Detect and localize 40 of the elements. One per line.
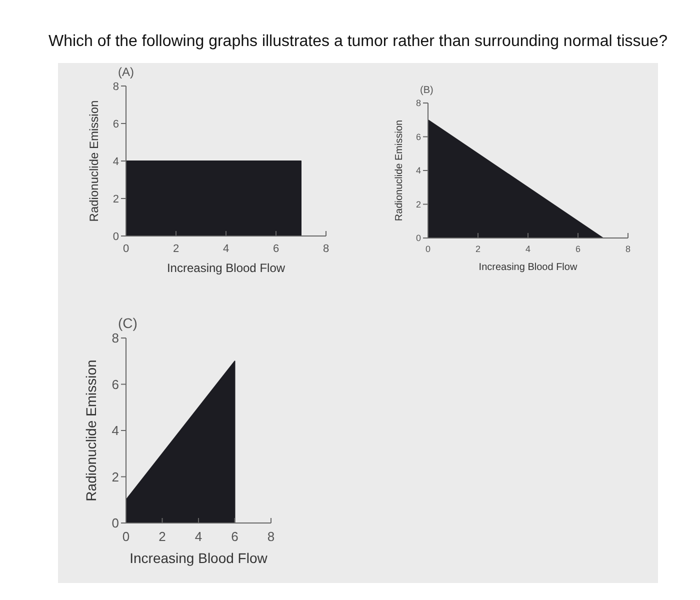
y-tick-label: 0 (112, 516, 119, 531)
y-tick-label: 0 (112, 230, 119, 243)
y-tick-label: 2 (112, 193, 119, 206)
x-tick-label: 6 (231, 529, 238, 544)
y-axis-title: Radionuclide Emission (83, 360, 99, 502)
y-tick-label: 6 (416, 132, 421, 142)
y-axis-title: Radionuclide Emission (87, 100, 101, 222)
y-tick-label: 8 (112, 330, 119, 346)
x-tick-label: 8 (322, 243, 330, 255)
x-tick-label: 8 (625, 244, 631, 254)
y-axis-title: Radionuclide Emission (394, 120, 405, 222)
x-tick-label: 4 (194, 529, 202, 544)
x-tick-label: 6 (272, 243, 280, 255)
y-tick-label: 0 (416, 233, 421, 244)
chart-title: (C) (118, 315, 138, 331)
x-tick-label: 4 (525, 244, 531, 254)
x-tick-label: 2 (475, 244, 481, 254)
x-tick-label: 6 (575, 244, 581, 254)
chart-title: (A) (118, 65, 134, 79)
x-tick-label: 0 (122, 529, 130, 544)
x-tick-label: 2 (172, 243, 180, 255)
y-tick-label: 4 (112, 423, 119, 438)
x-axis-title: Increasing Blood Flow (130, 550, 268, 566)
x-tick-label: 0 (122, 243, 130, 255)
x-tick-label: 4 (222, 243, 230, 255)
x-tick-label: 0 (425, 244, 431, 254)
x-axis-title: Increasing Blood Flow (166, 261, 286, 275)
y-tick-label: 8 (112, 80, 119, 93)
y-tick-label: 2 (416, 199, 421, 210)
y-tick-label: 6 (112, 118, 119, 130)
x-axis-title: Increasing Blood Flow (478, 262, 578, 273)
y-tick-label: 8 (416, 98, 421, 108)
y-tick-label: 4 (112, 156, 119, 168)
x-tick-label: 8 (267, 529, 275, 544)
y-tick-label: 2 (112, 469, 119, 484)
text: Which of the following graphs illustrates a tumor rather than surrounding normal tissue? (48, 33, 668, 50)
y-tick-label: 4 (416, 166, 421, 176)
chart-title: (B) (420, 85, 434, 96)
x-tick-label: 2 (158, 529, 166, 544)
y-tick-label: 6 (112, 376, 119, 392)
